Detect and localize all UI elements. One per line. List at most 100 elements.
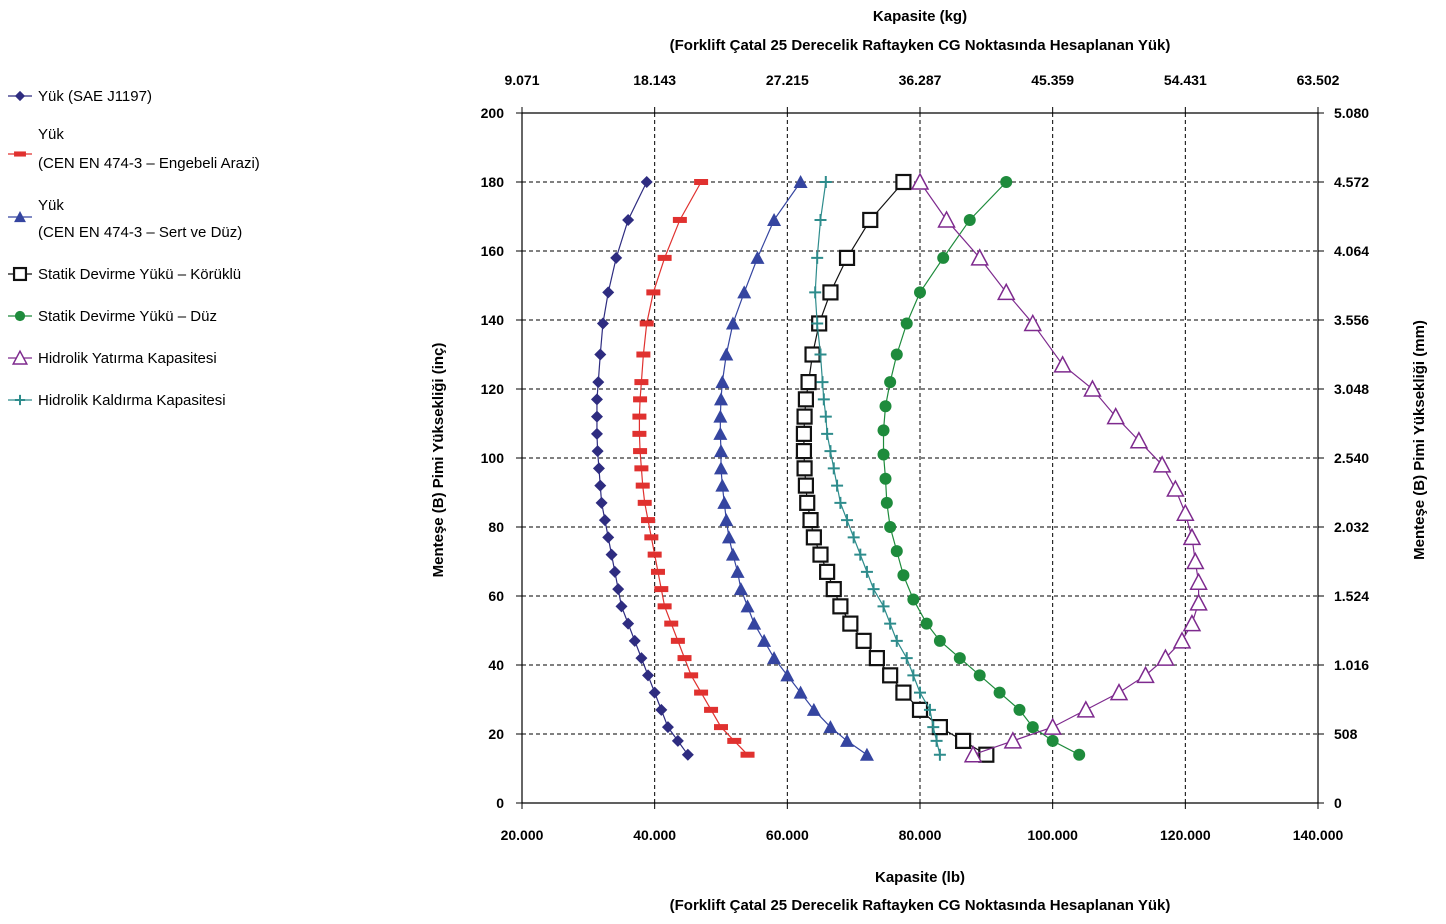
data-point [1073, 748, 1086, 761]
series-1 [590, 176, 694, 761]
data-point [1076, 700, 1096, 718]
data-point [670, 637, 685, 644]
data-point [677, 655, 692, 662]
right-axis-title: Menteşe (B) Pimi Yüksekliği (mm) [1411, 320, 1428, 560]
x-top-tick-label: 18.143 [633, 72, 676, 88]
data-point [1023, 313, 1043, 332]
data-point [854, 548, 867, 561]
data-point [800, 374, 817, 391]
left-axis-title: Menteşe (B) Pimi Yüksekliği (inç) [430, 343, 447, 578]
tick-labels: 20.000 40.000 60.000 80.000 100.000 120.000 14… [481, 72, 1370, 843]
data-point [910, 172, 930, 190]
data-point [831, 479, 844, 492]
data-point [895, 173, 912, 191]
data-point [1156, 648, 1175, 666]
data-point [644, 534, 659, 541]
data-point [1176, 503, 1195, 521]
data-point [814, 213, 827, 226]
data-point [793, 175, 808, 188]
data-point [737, 285, 752, 299]
data-point [802, 511, 819, 529]
bottom-axis-subtitle: (Forklift Çatal 25 Derecelik Raftayken C… [670, 897, 1171, 914]
data-point [740, 599, 755, 613]
data-point [1166, 479, 1185, 497]
data-point [622, 213, 635, 226]
data-point [612, 583, 625, 596]
series-line [719, 181, 868, 756]
legend-item-duz: Statik Devirme Yükü – Düz [38, 308, 217, 325]
data-point [1106, 407, 1125, 425]
legend-label-koruklu: Statik Devirme Yükü – Körüklü [38, 266, 241, 283]
data-point [747, 616, 762, 630]
data-point [591, 445, 604, 458]
data-point [879, 472, 892, 485]
data-point [993, 686, 1006, 699]
data-point [1172, 631, 1192, 649]
series-5 [877, 176, 1086, 761]
data-point [838, 249, 856, 266]
data-point [594, 348, 607, 361]
legend-marker [12, 266, 28, 282]
data-point [797, 391, 815, 408]
data-point [821, 427, 834, 440]
data-point [841, 514, 854, 527]
top-axis-subtitle: (Forklift Çatal 25 Derecelik Raftayken C… [670, 37, 1171, 54]
data-point [1182, 527, 1202, 546]
x-top-tick-label: 63.502 [1297, 72, 1340, 88]
data-point [823, 720, 838, 734]
x-top-tick-label: 54.431 [1164, 72, 1207, 88]
data-point [590, 410, 603, 423]
data-point [671, 734, 684, 747]
legend-item-kaldirma: Hidrolik Kaldırma Kapasitesi [38, 392, 226, 409]
data-point [1013, 703, 1026, 716]
data-point [1026, 721, 1039, 734]
data-point [717, 495, 732, 509]
data-point [592, 462, 605, 475]
data-point [1152, 455, 1172, 473]
legend-item-yatirma: Hidrolik Yatırma Kapasitesi [38, 350, 217, 367]
y-tick-label: 20 [488, 726, 504, 742]
data-point [633, 396, 648, 403]
data-point [704, 706, 719, 713]
legend-label-yatirma: Hidrolik Yatırma Kapasitesi [38, 350, 217, 367]
data-point [664, 620, 679, 627]
x-tick-label: 140.000 [1293, 827, 1344, 843]
data-point [590, 427, 603, 440]
data-point [827, 462, 840, 475]
x-tick-label: 20.000 [501, 827, 544, 843]
y-right-tick-label: 508 [1334, 726, 1358, 742]
data-point [740, 751, 755, 758]
data-point [842, 615, 859, 632]
y-tick-label: 0 [496, 795, 504, 811]
data-point [1129, 431, 1149, 449]
data-point [719, 513, 734, 527]
legend-item-korüklü: Statik Devirme Yükü – Körüklü [38, 266, 241, 283]
data-point [814, 348, 827, 361]
data-point [996, 282, 1016, 301]
x-top-tick-label: 27.215 [766, 72, 809, 88]
data-point [884, 376, 897, 389]
data-point [880, 496, 893, 509]
data-point [647, 551, 662, 558]
data-point [632, 430, 647, 437]
data-point [615, 600, 628, 613]
axes [516, 107, 1324, 809]
data-point [650, 568, 665, 575]
x-top-tick-label: 9.071 [504, 72, 539, 88]
data-point [897, 569, 910, 582]
data-point [862, 211, 879, 229]
data-point [812, 546, 829, 563]
data-point [797, 477, 815, 494]
data-point [930, 734, 943, 747]
data-point [1136, 665, 1155, 684]
data-point [970, 248, 989, 266]
data-point [725, 547, 740, 561]
legend: Yük (SAE J1197) Yük (CEN EN 474-3 – Enge… [8, 88, 260, 409]
data-point [819, 563, 836, 580]
data-point [914, 286, 926, 299]
data-point [796, 460, 813, 477]
data-point [879, 400, 892, 413]
data-point [937, 210, 956, 228]
data-point [1182, 614, 1202, 632]
y-right-tick-label: 1.524 [1334, 588, 1369, 604]
